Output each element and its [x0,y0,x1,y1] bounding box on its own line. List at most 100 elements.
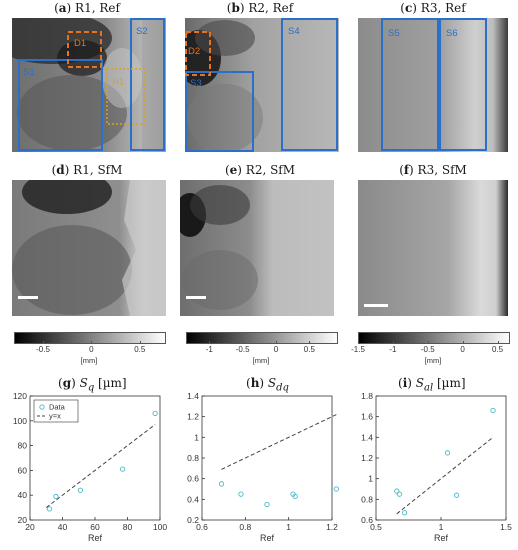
defect-box-d2 [185,31,211,76]
data-point [77,487,84,493]
region-box-s4 [281,18,338,151]
panel-b-boxes [185,18,338,152]
y-tick-label: 20 [18,515,28,525]
data-point [46,506,53,512]
y-tick-label: 60 [18,465,28,475]
colorbar-2-tick-mark [242,341,244,344]
panel-e-texture [180,180,334,316]
colorbar-2-tick-label: -1 [205,345,213,354]
x-tick-label: 0.6 [196,522,208,532]
region-label-s6: S6 [446,28,458,39]
image-panel-a: S1 S2 D1 H1 [12,18,166,152]
colorbar-2-tick-mark [309,341,311,344]
colorbar-2-tick-mark [209,341,211,344]
image-panel-d [12,180,166,316]
y-tick-label: 100 [13,416,27,426]
colorbar-1-tick-mark [43,341,45,344]
caption-e: (e) R2, SfM [224,163,296,177]
reference-line-y-equals-x [221,414,337,470]
y-tick-label: 80 [18,441,28,451]
region-label-h1: H1 [112,77,125,88]
colorbar-2-tick-label: -0.5 [235,345,250,354]
data-point [119,466,126,472]
colorbar-3-tick-mark [427,341,429,344]
region-label-s4: S4 [288,26,300,37]
y-tick-label: 0.6 [361,515,373,525]
colorbar-1-tick-label: 0 [89,345,94,354]
colorbar-1-tick-mark [139,341,141,344]
caption-f: (f) R3, SfM [399,163,467,177]
data-point [401,510,408,516]
colorbar-1-gradient [14,332,166,344]
colorbar-2-gradient [186,332,338,344]
colorbar-3-tick-label: -1.5 [351,345,365,354]
y-tick-label: 1.2 [187,412,199,422]
colorbar-3-gradient [358,332,510,344]
panel-a-texture [12,18,166,152]
colorbar-3-unit: [mm] [424,356,442,365]
x-tick-label: 40 [58,522,68,532]
data-point [53,493,59,500]
panel-d-texture [12,180,166,316]
colorbar-3-tick-label: 0 [460,345,465,354]
region-label-d2: D2 [188,46,201,57]
colorbar-3-tick-mark [497,341,499,344]
x-tick-label: 80 [123,522,133,532]
x-tick-label: 60 [90,522,100,532]
caption-d: (d) R1, SfM [51,163,123,177]
x-tick-label: 1.5 [500,522,512,532]
data-point [264,501,270,508]
plot-caption-i: (i) Sal [µm] [398,376,466,394]
plot-sal-axes [375,395,507,521]
colorbar-3-tick-label: -0.5 [420,345,435,354]
x-axis-label: Ref [434,533,449,543]
y-tick-label: 0.6 [187,474,199,484]
region-box-s2 [130,18,165,151]
legend-label-data: Data [49,403,66,412]
y-tick-label: 0.2 [187,515,199,525]
region-box-s5 [381,18,439,151]
region-label-s5: S5 [388,28,400,39]
colorbar-2-tick-label: 0.5 [303,345,315,354]
scale-bar-d [18,296,38,299]
data-point [444,450,451,456]
caption-b: (b) R2, Ref [226,1,294,15]
data-point [396,491,403,497]
hole-box-h1 [106,68,146,125]
colorbar-3-tick-mark [358,341,359,344]
region-label-s2: S2 [136,26,148,37]
y-tick-label: 1.8 [361,392,373,401]
image-panel-e [180,180,334,316]
y-tick-label: 1.4 [361,432,373,442]
y-tick-label: 0.4 [187,494,199,504]
y-tick-label: 40 [18,490,28,500]
data-point [394,488,400,494]
colorbar-2-tick-mark [276,341,277,344]
y-tick-label: 1.6 [361,412,373,422]
scale-bar-e [186,296,206,299]
data-point [292,493,298,499]
y-tick-label: 0.8 [361,494,373,504]
data-point [333,486,339,492]
plot-sdq-axes [201,395,333,521]
x-tick-label: 20 [25,522,35,532]
colorbar-1-tick-mark [91,341,93,344]
scatter-plot-sal: 0.5 1 1.5 0.6 0.8 1 1.2 1.4 1.6 1.8 Ref [361,392,512,543]
colorbar-3-tick-label: 0.5 [491,345,504,354]
colorbar-1-tick-label: -0.5 [36,345,50,354]
y-tick-label: 1 [368,474,373,484]
data-point [238,491,244,497]
colorbar-2-tick-label: 0 [273,345,279,354]
x-axis-label: Ref [88,533,103,543]
data-point [152,410,158,417]
legend-label-ref: y=x [49,412,61,421]
defect-box-d1 [67,31,102,68]
panel-c-boxes [381,18,487,151]
colorbar-1-unit: [mm] [80,356,98,365]
y-tick-label: 0.8 [187,453,199,463]
region-box-s1 [18,59,103,151]
scale-bar-f [364,304,388,307]
panel-f-texture [358,180,508,316]
caption-a: (a) R1, Ref [54,1,120,15]
